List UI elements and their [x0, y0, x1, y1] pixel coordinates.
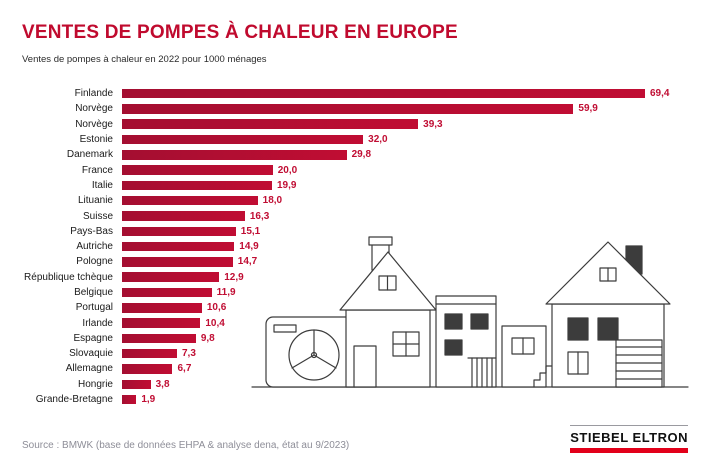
- country-label: Danemark: [66, 149, 113, 161]
- bar-row: Autriche 14,9: [0, 239, 710, 254]
- bar-row: Lituanie 18,0: [0, 193, 710, 208]
- value-label: 59,9: [578, 103, 598, 115]
- bar: [122, 364, 173, 374]
- country-label: Pologne: [76, 256, 113, 268]
- page-subtitle: Ventes de pompes à chaleur en 2022 pour …: [22, 54, 267, 65]
- bar: [122, 211, 245, 221]
- country-label: Grande-Bretagne: [35, 394, 113, 406]
- country-label: Belgique: [74, 287, 113, 298]
- brand-logo: STIEBEL ELTRON: [570, 425, 688, 453]
- bar-row: Espagne 9,8: [0, 331, 710, 346]
- country-label: Suisse: [82, 210, 113, 222]
- bar: [122, 394, 137, 405]
- brand-logo-text: STIEBEL ELTRON: [570, 430, 688, 445]
- bar-row: Italie 19,9: [0, 178, 710, 193]
- country-label: Autriche: [76, 241, 113, 253]
- country-label: Irlande: [82, 317, 113, 329]
- bar-row: Slovaquie 7,3: [0, 346, 710, 361]
- value-label: 39,3: [423, 118, 443, 130]
- bar: [122, 333, 196, 344]
- bar: [122, 272, 220, 282]
- value-label: 32,0: [368, 134, 388, 146]
- bar: [122, 195, 258, 206]
- houses-illustration: [251, 236, 689, 388]
- country-label: France: [81, 164, 113, 176]
- bar-row: Belgique 11,9: [0, 285, 710, 300]
- bar: [122, 318, 201, 328]
- value-label: 6,7: [177, 363, 192, 375]
- value-label: 12,9: [224, 271, 244, 283]
- value-label: 7,3: [182, 348, 196, 360]
- bar: [122, 134, 364, 145]
- value-label: 11,9: [216, 287, 236, 298]
- country-label: Slovaquie: [69, 348, 113, 360]
- page-title: VENTES DE POMPES À CHALEUR EN EUROPE: [22, 22, 458, 43]
- country-label: Finlande: [74, 88, 113, 100]
- country-label: Allemagne: [65, 363, 113, 375]
- bar-row: Portugal 10,6: [0, 300, 710, 315]
- value-label: 19,9: [276, 179, 297, 191]
- bar-row: Finlande 69,4: [0, 86, 710, 101]
- bar: [122, 180, 272, 191]
- country-label: Espagne: [73, 332, 113, 344]
- value-label: 10,6: [206, 302, 227, 314]
- bar-row: Grande-Bretagne 1,9: [0, 392, 710, 407]
- country-label: Italie: [91, 179, 113, 191]
- bar-row: République tchèque 12,9: [0, 270, 710, 285]
- bar: [122, 119, 419, 129]
- country-label: Lituanie: [77, 195, 113, 207]
- country-label: Pays-Bas: [70, 225, 113, 237]
- country-label: Hongrie: [77, 378, 113, 390]
- bar-row: Hongrie 3,8: [0, 377, 710, 392]
- country-label: Estonie: [79, 134, 113, 146]
- bar-row: Danemark 29,8: [0, 147, 710, 162]
- bar: [122, 165, 273, 175]
- bar: [122, 303, 202, 313]
- bar: [122, 287, 212, 298]
- bar-row: Pays-Bas 15,1: [0, 224, 710, 239]
- value-label: 3,8: [155, 378, 170, 390]
- value-label: 16,3: [249, 210, 270, 222]
- country-label: Norvège: [75, 103, 113, 115]
- bar: [122, 104, 574, 114]
- logo-top-rule: [570, 425, 688, 426]
- value-label: 14,9: [239, 241, 259, 253]
- bar-row: Suisse 16,3: [0, 208, 710, 223]
- bar-row: Allemagne 6,7: [0, 361, 710, 376]
- country-label: Portugal: [75, 302, 113, 314]
- value-label: 29,8: [351, 149, 372, 161]
- bar-row: Irlande 10,4: [0, 315, 710, 330]
- value-label: 10,4: [205, 317, 225, 329]
- value-label: 9,8: [200, 332, 215, 344]
- bar: [122, 150, 347, 160]
- bar: [122, 241, 235, 252]
- bar: [122, 348, 177, 359]
- bar-row: France 20,0: [0, 162, 710, 177]
- bar-row: Norvège 59,9: [0, 101, 710, 116]
- value-label: 14,7: [237, 256, 258, 268]
- bar: [122, 88, 645, 99]
- value-label: 20,0: [277, 164, 298, 176]
- bar-chart: Finlande 69,4 Norvège 59,9 Norvège 39,3 Estoni…: [0, 86, 710, 407]
- bar-row: Norvège 39,3: [0, 117, 710, 132]
- value-label: 1,9: [141, 394, 156, 406]
- bar-row: Pologne 14,7: [0, 254, 710, 269]
- value-label: 15,1: [240, 225, 261, 237]
- logo-red-bar: [570, 448, 688, 453]
- bar: [122, 226, 236, 237]
- country-label: Norvège: [75, 118, 113, 130]
- country-label: République tchèque: [24, 271, 113, 283]
- source-note: Source : BMWK (base de données EHPA & an…: [22, 440, 350, 451]
- bar: [122, 379, 151, 390]
- bar-row: Estonie 32,0: [0, 132, 710, 147]
- value-label: 69,4: [650, 88, 670, 100]
- value-label: 18,0: [262, 195, 283, 207]
- bar: [122, 257, 233, 267]
